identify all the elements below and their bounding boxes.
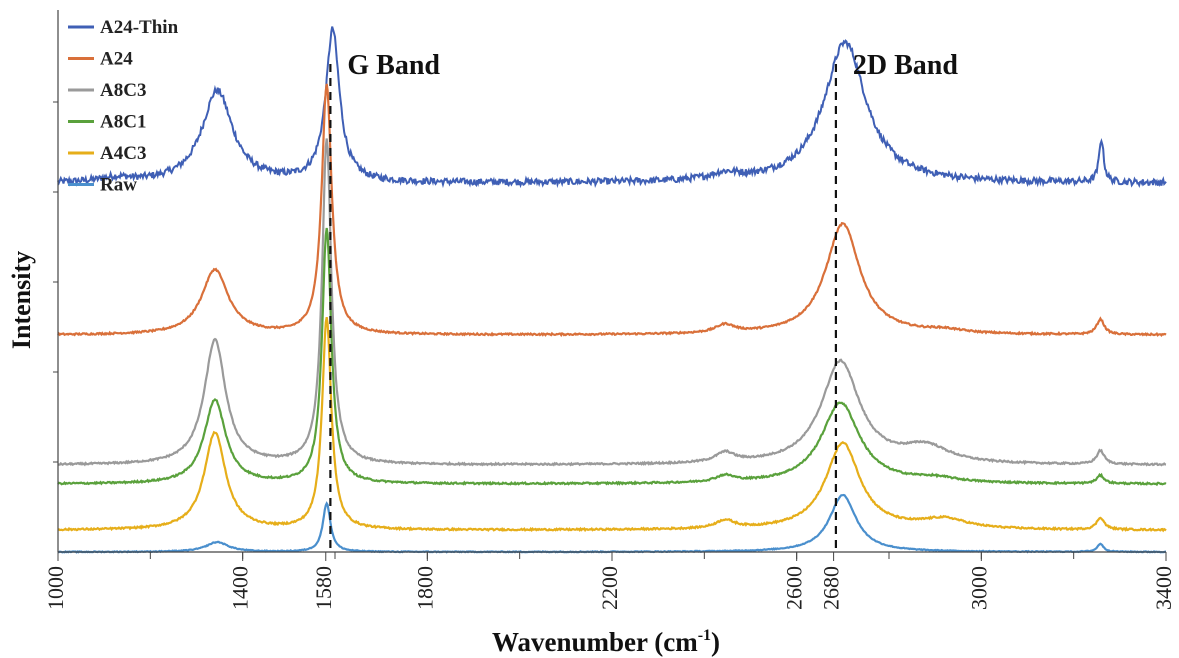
series-line-a24-thin bbox=[57, 26, 1167, 189]
series-line-a8c3 bbox=[57, 138, 1167, 467]
x-tick-label: 3400 bbox=[1151, 566, 1176, 610]
legend-label: A8C3 bbox=[100, 80, 146, 101]
x-tick-label: 1580 bbox=[311, 566, 336, 610]
x-tick-label: 2600 bbox=[782, 566, 807, 610]
x-axis-label-suffix: ) bbox=[711, 627, 720, 657]
legend-label: A8C1 bbox=[100, 112, 146, 133]
axes-layer: 1000 1400 1580 1800 2200 2600 2680 3000 3400 bbox=[43, 10, 1176, 610]
series-line-raw bbox=[58, 493, 1167, 554]
series-line-a24 bbox=[57, 83, 1167, 338]
x-axis-label-sup: -1 bbox=[698, 627, 711, 644]
x-tick-label: 3000 bbox=[966, 566, 991, 610]
series-line-a4c3 bbox=[57, 317, 1167, 533]
x-axis-label-main: Wavenumber (cm bbox=[492, 627, 698, 657]
x-tick-label: 1800 bbox=[412, 566, 437, 610]
x-tick-label: 1000 bbox=[43, 566, 68, 610]
series-layer bbox=[57, 26, 1167, 554]
band-label: 2D Band bbox=[853, 50, 958, 81]
legend-label: A4C3 bbox=[100, 143, 146, 164]
y-axis-label: Intensity bbox=[7, 251, 36, 349]
x-tick-label: 1400 bbox=[228, 566, 253, 610]
x-tick-label: 2680 bbox=[819, 566, 844, 610]
legend-label: A24-Thin bbox=[100, 17, 179, 38]
x-tick-label: 2200 bbox=[597, 566, 622, 610]
legend-label: A24 bbox=[100, 49, 133, 70]
legend: A24-Thin A24 A8C3 A8C1 A4C3 Raw bbox=[68, 17, 179, 196]
series-line-a8c1 bbox=[57, 227, 1167, 487]
annotation-layer: G Band 2D Band bbox=[329, 50, 958, 552]
band-label: G Band bbox=[347, 50, 440, 81]
x-axis-label: Wavenumber (cm-1) bbox=[492, 627, 720, 657]
legend-label: Raw bbox=[100, 175, 137, 196]
